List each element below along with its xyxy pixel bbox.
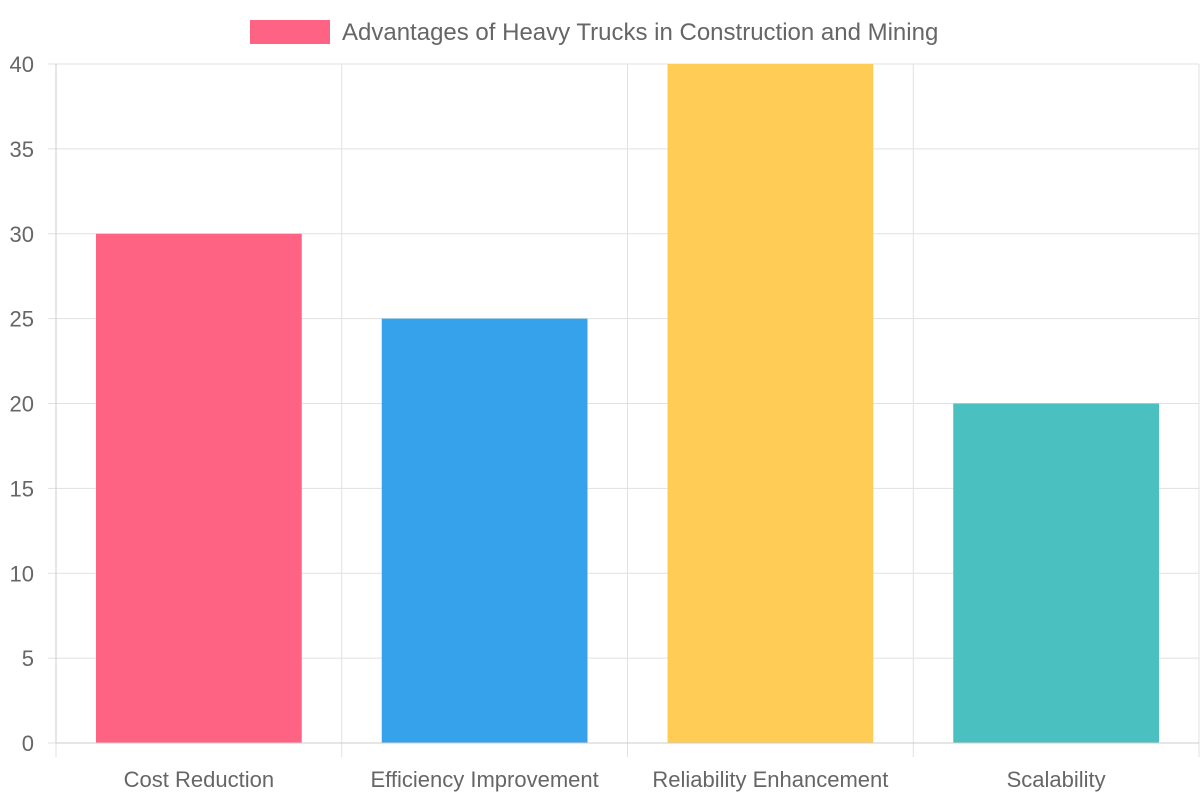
bar[interactable] — [381, 318, 588, 743]
x-tick-label: Reliability Enhancement — [652, 767, 888, 792]
y-tick-label: 25 — [10, 307, 34, 332]
x-tick-label: Cost Reduction — [124, 767, 274, 792]
y-tick-label: 35 — [10, 137, 34, 162]
bars — [96, 64, 1159, 743]
bar[interactable] — [667, 64, 874, 743]
legend-swatch — [250, 20, 330, 44]
x-tick-label: Efficiency Improvement — [371, 767, 599, 792]
y-tick-label: 30 — [10, 222, 34, 247]
y-tick-label: 0 — [22, 731, 34, 756]
legend[interactable]: Advantages of Heavy Trucks in Constructi… — [250, 19, 938, 46]
x-axis-ticks: Cost Reduction Efficiency Improvement Reli… — [124, 767, 1106, 792]
y-tick-label: 20 — [10, 392, 34, 417]
y-axis-ticks: 0 5 10 15 20 25 30 35 40 — [10, 52, 34, 756]
y-tick-label: 40 — [10, 52, 34, 77]
y-tick-label: 15 — [10, 476, 34, 501]
legend-label: Advantages of Heavy Trucks in Constructi… — [342, 19, 938, 46]
y-tick-label: 5 — [22, 646, 34, 671]
x-tick-label: Scalability — [1007, 767, 1106, 792]
bar[interactable] — [96, 233, 302, 743]
bar[interactable] — [953, 403, 1159, 744]
y-tick-label: 10 — [10, 561, 34, 586]
axes — [55, 64, 1199, 744]
